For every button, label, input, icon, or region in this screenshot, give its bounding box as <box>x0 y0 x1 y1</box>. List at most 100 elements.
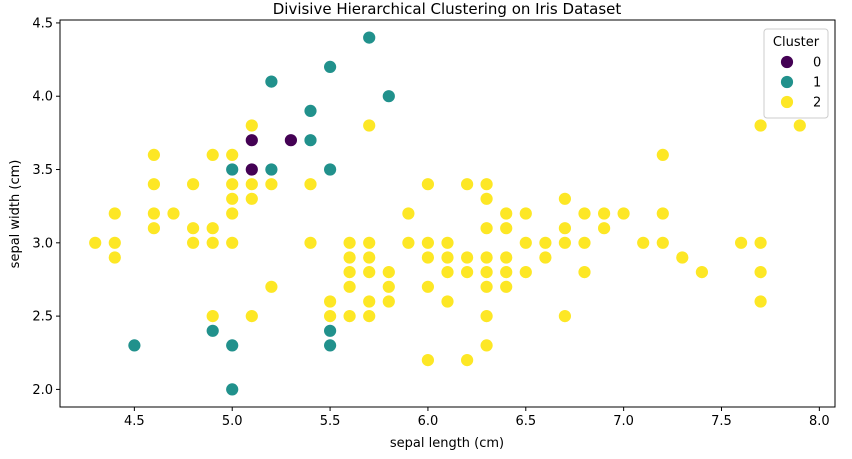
data-point-cluster-2 <box>499 221 514 236</box>
data-point-cluster-2 <box>577 265 592 280</box>
data-point-cluster-2 <box>675 250 690 265</box>
data-point-cluster-2 <box>146 221 161 236</box>
data-point-cluster-2 <box>420 235 435 250</box>
data-point-cluster-2 <box>655 147 670 162</box>
data-point-cluster-2 <box>695 265 709 280</box>
x-tick-label: 5.5 <box>320 414 341 429</box>
data-point-cluster-1 <box>323 323 338 338</box>
data-point-cluster-2 <box>479 191 494 206</box>
legend-label-cluster-0: 0 <box>813 56 821 71</box>
data-point-cluster-2 <box>362 294 377 309</box>
data-point-cluster-0 <box>244 162 259 177</box>
data-point-cluster-2 <box>244 118 259 133</box>
data-point-cluster-1 <box>225 338 240 353</box>
data-point-cluster-2 <box>734 235 748 250</box>
data-point-cluster-1 <box>127 338 142 353</box>
x-tick-label: 8.0 <box>809 414 830 429</box>
x-tick-label: 7.0 <box>613 414 634 429</box>
data-point-cluster-2 <box>558 235 572 250</box>
data-point-cluster-2 <box>792 118 807 133</box>
legend-marker-cluster-0 <box>780 55 794 69</box>
data-point-cluster-2 <box>655 206 670 221</box>
data-point-cluster-1 <box>264 74 279 89</box>
data-point-cluster-2 <box>753 118 768 133</box>
data-point-cluster-2 <box>362 235 377 250</box>
data-point-cluster-2 <box>460 265 475 280</box>
data-point-cluster-2 <box>420 279 435 294</box>
x-tick-label: 6.0 <box>418 414 439 429</box>
data-point-cluster-2 <box>303 177 318 192</box>
legend-marker-cluster-2 <box>780 95 794 109</box>
data-point-cluster-2 <box>88 235 103 250</box>
data-point-cluster-1 <box>381 89 396 104</box>
data-point-cluster-2 <box>342 309 357 324</box>
legend-label-cluster-1: 1 <box>813 76 821 91</box>
data-point-cluster-2 <box>205 221 220 236</box>
data-point-cluster-2 <box>616 206 631 221</box>
data-point-cluster-2 <box>342 235 357 250</box>
data-point-cluster-2 <box>518 235 533 250</box>
data-point-cluster-2 <box>577 235 592 250</box>
data-point-cluster-2 <box>342 250 357 265</box>
data-point-cluster-2 <box>225 147 240 162</box>
legend-box <box>763 28 829 119</box>
x-tick-label: 5.0 <box>222 414 243 429</box>
x-tick-label: 7.5 <box>711 414 732 429</box>
data-point-cluster-2 <box>362 250 377 265</box>
data-point-cluster-2 <box>342 279 357 294</box>
data-point-cluster-2 <box>107 206 122 221</box>
y-axis-label: sepal width (cm) <box>8 160 23 269</box>
data-point-cluster-2 <box>479 177 494 192</box>
data-point-cluster-1 <box>225 162 240 177</box>
y-tick-label: 2.5 <box>32 310 53 325</box>
data-point-cluster-2 <box>597 206 611 221</box>
data-point-cluster-2 <box>264 279 279 294</box>
data-point-cluster-2 <box>166 206 181 221</box>
data-point-cluster-2 <box>205 147 220 162</box>
data-point-cluster-1 <box>225 382 240 397</box>
data-point-cluster-2 <box>479 338 494 353</box>
data-point-cluster-2 <box>401 206 416 221</box>
data-point-cluster-2 <box>479 221 494 236</box>
data-point-cluster-2 <box>323 309 338 324</box>
data-point-cluster-2 <box>420 177 435 192</box>
data-point-cluster-2 <box>381 265 396 280</box>
data-point-cluster-2 <box>440 265 455 280</box>
data-point-cluster-2 <box>146 206 161 221</box>
legend-marker-cluster-1 <box>780 75 794 89</box>
data-point-cluster-2 <box>225 206 240 221</box>
data-point-cluster-2 <box>499 279 514 294</box>
data-point-cluster-2 <box>460 250 475 265</box>
data-point-cluster-2 <box>186 177 201 192</box>
data-point-cluster-1 <box>303 133 318 148</box>
points-layer <box>88 30 807 397</box>
data-point-cluster-2 <box>753 265 768 280</box>
data-point-cluster-2 <box>205 235 220 250</box>
data-point-cluster-2 <box>323 294 338 309</box>
data-point-cluster-1 <box>362 30 377 45</box>
data-point-cluster-2 <box>381 294 396 309</box>
data-point-cluster-2 <box>636 235 651 250</box>
legend-title: Cluster <box>773 35 820 50</box>
data-point-cluster-2 <box>499 265 514 280</box>
data-point-cluster-2 <box>518 265 533 280</box>
data-point-cluster-1 <box>323 60 338 74</box>
data-point-cluster-2 <box>401 235 416 250</box>
data-point-cluster-2 <box>538 235 553 250</box>
data-point-cluster-2 <box>303 235 318 250</box>
legend: Cluster 0 1 2 <box>763 28 829 119</box>
x-axis-label: sepal length (cm) <box>390 436 504 451</box>
plot-area-frame <box>59 19 836 408</box>
data-point-cluster-2 <box>440 250 455 265</box>
data-point-cluster-2 <box>460 353 475 368</box>
data-point-cluster-2 <box>753 294 768 309</box>
data-point-cluster-1 <box>323 338 338 353</box>
y-tick-label: 2.0 <box>32 383 53 398</box>
data-point-cluster-2 <box>186 235 201 250</box>
data-point-cluster-2 <box>479 250 494 265</box>
chart-title: Divisive Hierarchical Clustering on Iris… <box>273 0 622 18</box>
data-point-cluster-0 <box>244 133 259 148</box>
data-point-cluster-2 <box>499 250 514 265</box>
